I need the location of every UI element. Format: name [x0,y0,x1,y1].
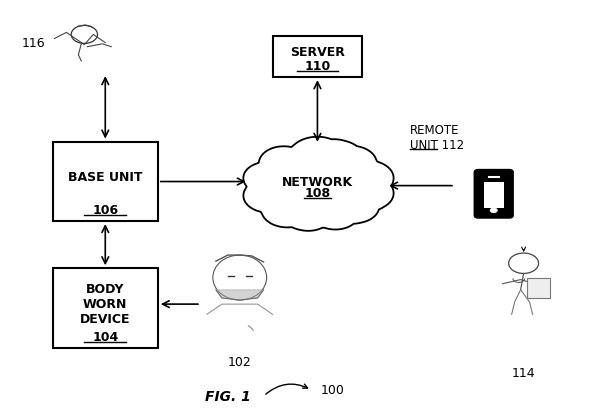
Circle shape [490,208,497,213]
Bar [527,278,550,298]
Text: 106: 106 [92,204,119,217]
Text: 108: 108 [304,187,331,200]
Text: BODY
WORN
DEVICE: BODY WORN DEVICE [80,282,131,325]
Text: REMOTE
UNIT 112: REMOTE UNIT 112 [410,123,464,151]
Bar [53,142,158,222]
Text: 114: 114 [512,366,536,379]
Text: BASE UNIT: BASE UNIT [68,171,143,184]
Bar [53,269,158,348]
Text: 110: 110 [304,60,331,73]
Text: 102: 102 [228,355,252,368]
Text: 116: 116 [22,37,46,50]
Text: 104: 104 [92,330,119,343]
Bar [273,37,362,78]
Bar [483,182,504,208]
Text: NETWORK: NETWORK [282,175,353,189]
Text: SERVER: SERVER [290,46,345,59]
FancyBboxPatch shape [474,171,513,218]
Polygon shape [216,290,264,300]
Text: FIG. 1: FIG. 1 [205,389,250,403]
Text: 100: 100 [320,384,344,396]
